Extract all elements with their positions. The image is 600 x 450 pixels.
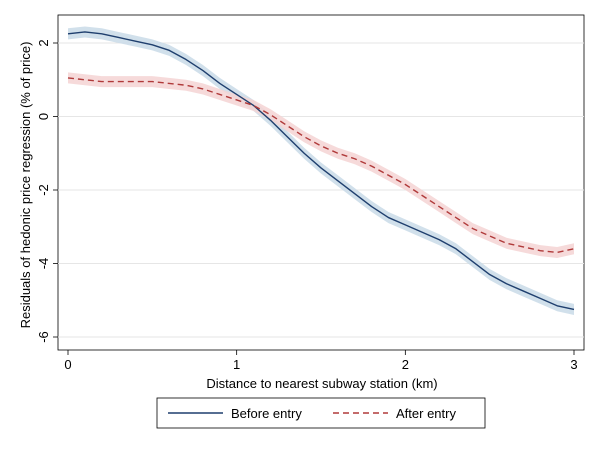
axes: -6 -4 -2 0 2 0 1 2 3 bbox=[36, 39, 578, 372]
x-axis-label: Distance to nearest subway station (km) bbox=[206, 376, 437, 391]
y-tick-label-4: 2 bbox=[36, 39, 51, 46]
y-axis-label: Residuals of hedonic price regression (%… bbox=[18, 42, 33, 329]
plot-border bbox=[57, 14, 585, 351]
series-line-1 bbox=[67, 77, 575, 254]
x-tick-label-0: 0 bbox=[64, 357, 71, 372]
legend-label-after-entry: After entry bbox=[396, 406, 456, 421]
y-tick-label-0: -6 bbox=[36, 331, 51, 343]
y-tick-label-3: 0 bbox=[36, 113, 51, 120]
legend-label-before-entry: Before entry bbox=[231, 406, 302, 421]
plot-area bbox=[57, 14, 585, 351]
x-tick-label-3: 3 bbox=[570, 357, 577, 372]
y-tick-label-2: -2 bbox=[36, 184, 51, 196]
confidence-band-0 bbox=[68, 26, 574, 315]
series-line-0 bbox=[67, 31, 575, 311]
x-tick-label-2: 2 bbox=[402, 357, 409, 372]
legend: Before entry After entry bbox=[156, 397, 486, 429]
x-tick-label-1: 1 bbox=[233, 357, 240, 372]
y-tick-label-1: -4 bbox=[36, 258, 51, 270]
